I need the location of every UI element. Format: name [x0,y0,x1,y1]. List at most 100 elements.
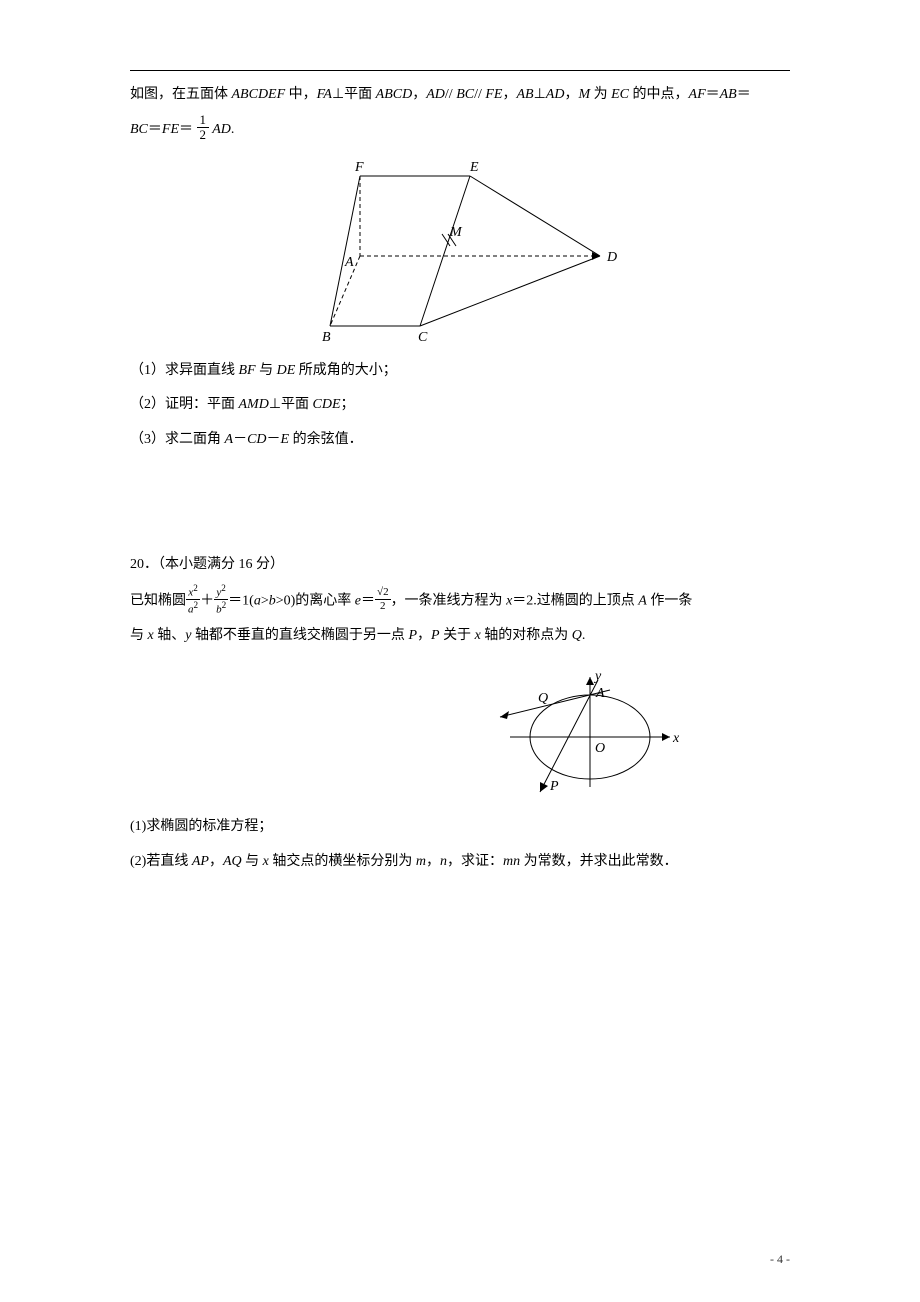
text: // [445,87,456,102]
text: ， [209,854,223,869]
text: （1）求异面直线 [130,363,239,378]
text: 关于 [440,628,475,643]
numerator: 1 [197,113,210,128]
q19-sub2: （2）证明：平面 AMD⊥平面 CDE； [130,390,790,421]
label-F: F [354,160,364,175]
seg: FA [317,87,332,102]
text: ， [502,87,516,102]
plane: AMD [239,397,269,412]
seg: AB [516,87,533,102]
pt: E [281,432,290,447]
text: // [474,87,485,102]
text: （2）证明：平面 [130,397,239,412]
var: n [440,854,447,869]
text: ， [564,87,578,102]
text: 的中点， [629,87,689,102]
label-D: D [606,250,617,265]
pt: M [578,87,590,102]
denominator: 2 [197,128,210,142]
q19-line2: BC＝FE＝ 1 2 AD. [130,115,790,146]
text: ，求证： [447,854,503,869]
q20-line1: 已知椭圆 x2 a2 ＋ y2 b2 ＝1(a>b>0)的离心率 e＝ √2 2… [130,585,790,618]
seg: BC [130,122,148,137]
label-A: A [344,255,354,270]
q19-sub3: （3）求二面角 A－CD－E 的余弦值． [130,425,790,456]
text: 轴交点的横坐标分别为 [269,854,416,869]
fraction-half: 1 2 [197,113,210,143]
q19-sub1: （1）求异面直线 BF 与 DE 所成角的大小； [130,356,790,387]
figure-pentahedron: F E A M D B C [300,156,620,346]
var: mn [503,854,520,869]
text: 为常数，并求出此常数． [520,854,678,869]
label-C: C [418,330,428,345]
frac-y2b2: y2 b2 [214,583,228,616]
text: (2)若直线 [130,854,192,869]
seg: EC [611,87,629,102]
text: ⊥平面 [269,397,313,412]
text: ＝ [179,122,193,137]
text: 轴的对称点为 [481,628,572,643]
text: ，一条准线方程为 [391,593,507,608]
text: 如图，在五面体 [130,87,232,102]
page: 如图，在五面体 ABCDEF 中，FA⊥平面 ABCD，AD// BC// FE… [0,0,920,1302]
q20-sub2: (2)若直线 AP，AQ 与 x 轴交点的横坐标分别为 m，n，求证：mn 为常… [130,847,790,878]
text: 与 [130,628,148,643]
denominator: b2 [214,600,228,616]
pt: P [431,628,440,643]
text: 所成角的大小； [295,363,397,378]
text: ＝ [148,122,162,137]
text: . [231,122,235,137]
seg: AB [720,87,737,102]
seg: BF [239,363,256,378]
text: － [267,432,281,447]
text: 轴都不垂直的直线交椭圆于另一点 [191,628,408,643]
text: ＝2.过椭圆的上顶点 [512,593,638,608]
label-O: O [595,741,605,756]
label-E: E [469,160,479,175]
var: a [254,593,261,608]
plane: ABCD [376,87,413,102]
q19-line1: 如图，在五面体 ABCDEF 中，FA⊥平面 ABCD，AD// BC// FE… [130,80,790,111]
numerator: x2 [186,583,200,600]
seg: AD [426,87,445,102]
text: 作一条 [647,593,693,608]
text: 中， [285,87,317,102]
seg: AP [192,854,209,869]
text: ＝ [737,87,751,102]
text: ； [341,397,355,412]
text: ＝1( [228,593,254,608]
var: b [269,593,276,608]
seg: AD [209,122,231,137]
page-number: - 4 - [770,1246,790,1272]
label-M: M [449,225,463,240]
pt: P [408,628,417,643]
text: ， [412,87,426,102]
seg: CD [247,432,266,447]
seg: AF [689,87,706,102]
frac-x2a2: x2 a2 [186,583,200,616]
text: 的余弦值． [289,432,363,447]
frac-sqrt2-2: √2 2 [375,586,391,611]
top-rule [130,70,790,71]
text: 已知椭圆 [130,593,186,608]
text: 为 [590,87,611,102]
pt: A [638,593,647,608]
text: 轴、 [154,628,186,643]
seg: FE [162,122,179,137]
label-A: A [595,686,605,701]
text: ⊥平面 [332,87,376,102]
seg: DE [277,363,296,378]
solid-name: ABCDEF [232,87,286,102]
text: ⊥ [534,87,546,102]
label-Q: Q [538,691,548,706]
text: > [261,593,269,608]
text: （3）求二面角 [130,432,225,447]
seg: AD [546,87,565,102]
text: 与 [242,854,263,869]
seg: AQ [223,854,242,869]
text: >0)的离心率 [276,593,355,608]
label-x: x [672,731,680,746]
label-B: B [322,330,331,345]
text: ， [426,854,440,869]
numerator: y2 [214,583,228,600]
